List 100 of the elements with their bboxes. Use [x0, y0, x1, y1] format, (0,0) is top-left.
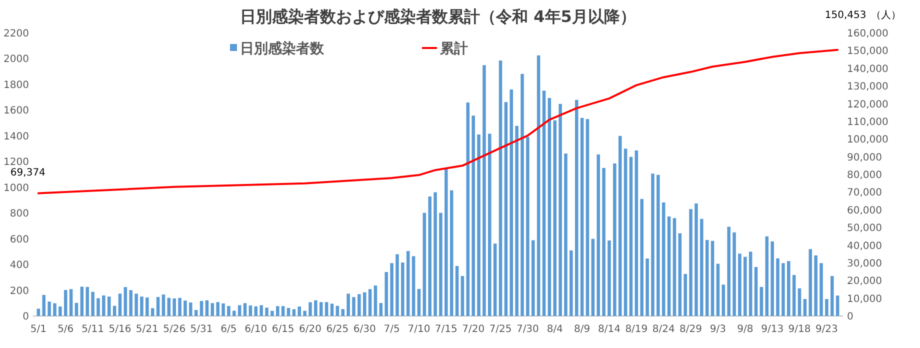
- bar: [374, 286, 378, 316]
- bar: [205, 300, 209, 316]
- bar: [439, 212, 442, 316]
- bar: [210, 303, 214, 316]
- x-tick-label: 5/6: [58, 324, 74, 335]
- x-tick-label: 8/29: [680, 324, 702, 335]
- bar: [667, 216, 671, 316]
- bar: [498, 60, 502, 316]
- bar: [48, 302, 51, 316]
- x-tick-label: 7/30: [516, 324, 539, 335]
- bar: [613, 163, 616, 316]
- text: （人）: [871, 10, 901, 21]
- x-tick-label: 8/4: [546, 324, 563, 335]
- bar: [542, 90, 546, 316]
- bar: [722, 284, 726, 316]
- y2-tick-label: 60,000: [847, 205, 882, 216]
- bar: [86, 286, 89, 316]
- bar: [450, 190, 454, 316]
- bar: [694, 203, 698, 316]
- bar: [200, 300, 204, 316]
- bar: [782, 263, 785, 316]
- bar: [358, 294, 361, 316]
- x-tick-label: 9/23: [815, 324, 838, 335]
- bar: [167, 298, 171, 316]
- x-tick-label: 6/20: [299, 324, 322, 335]
- bar: [705, 240, 709, 316]
- bar: [629, 156, 633, 316]
- bar: [787, 261, 790, 316]
- bar: [69, 289, 73, 316]
- bar: [596, 154, 600, 316]
- bar: [564, 154, 568, 316]
- bar: [477, 134, 480, 316]
- bar: [460, 276, 464, 316]
- y-tick-label: 400: [10, 260, 29, 272]
- bar: [401, 262, 404, 316]
- bar: [292, 309, 296, 316]
- y2-tick-label: 80,000: [847, 170, 882, 181]
- bar: [243, 303, 247, 316]
- bar: [64, 290, 68, 316]
- bar: [591, 238, 595, 316]
- data-label: 150,453: [824, 10, 866, 21]
- bar: [222, 303, 225, 316]
- bar: [689, 209, 692, 316]
- bar: [678, 233, 682, 316]
- legend-label: 累計: [439, 41, 468, 57]
- bar: [248, 305, 252, 316]
- bar: [510, 89, 514, 316]
- chart-title: 日別感染者数および感染者数累計（令和 4年5月以降）: [240, 7, 636, 26]
- bar: [189, 302, 192, 316]
- bar: [156, 296, 160, 316]
- bar: [36, 308, 40, 316]
- y2-tick-label: 110,000: [847, 116, 888, 128]
- legend-label: 日別感染者数: [240, 40, 325, 57]
- y2-tick-label: 30,000: [847, 258, 882, 270]
- bar: [58, 306, 62, 316]
- bar: [634, 150, 638, 316]
- y-tick-label: 1600: [4, 106, 29, 117]
- bar: [112, 306, 116, 316]
- x-tick-label: 5/1: [30, 324, 46, 335]
- bar: [558, 104, 562, 316]
- y-tick-label: 200: [10, 286, 29, 297]
- bar: [536, 55, 540, 316]
- bar: [754, 266, 758, 316]
- bar: [776, 258, 780, 316]
- bar: [308, 302, 312, 316]
- y-tick-label: 1400: [4, 131, 29, 142]
- x-tick-label: 5/11: [82, 324, 104, 335]
- bar: [570, 250, 573, 316]
- bar: [808, 249, 812, 316]
- x-tick-label: 7/15: [434, 324, 458, 335]
- bar: [74, 302, 78, 316]
- bar: [298, 306, 302, 316]
- bar: [390, 263, 394, 316]
- bar: [640, 198, 644, 316]
- bar: [216, 302, 220, 316]
- bar: [488, 134, 492, 316]
- bar: [608, 240, 611, 316]
- bar: [792, 274, 796, 316]
- bar: [710, 240, 714, 316]
- bar: [580, 118, 584, 316]
- y2-tick-label: 130,000: [847, 82, 888, 93]
- bar: [91, 292, 94, 316]
- bar: [651, 174, 654, 316]
- x-tick-label: 8/24: [652, 324, 675, 335]
- bar: [42, 294, 46, 316]
- bar: [574, 100, 578, 316]
- bar: [765, 236, 769, 316]
- bar: [254, 306, 258, 316]
- bar: [770, 241, 774, 316]
- bar: [232, 310, 236, 316]
- bar: [830, 276, 834, 316]
- bar: [346, 294, 350, 316]
- bar: [553, 120, 557, 316]
- bar: [146, 297, 149, 316]
- bar: [368, 289, 372, 316]
- bar: [825, 299, 828, 316]
- bar: [134, 294, 138, 316]
- bar: [124, 287, 128, 316]
- bar: [748, 252, 752, 316]
- bar: [493, 244, 497, 316]
